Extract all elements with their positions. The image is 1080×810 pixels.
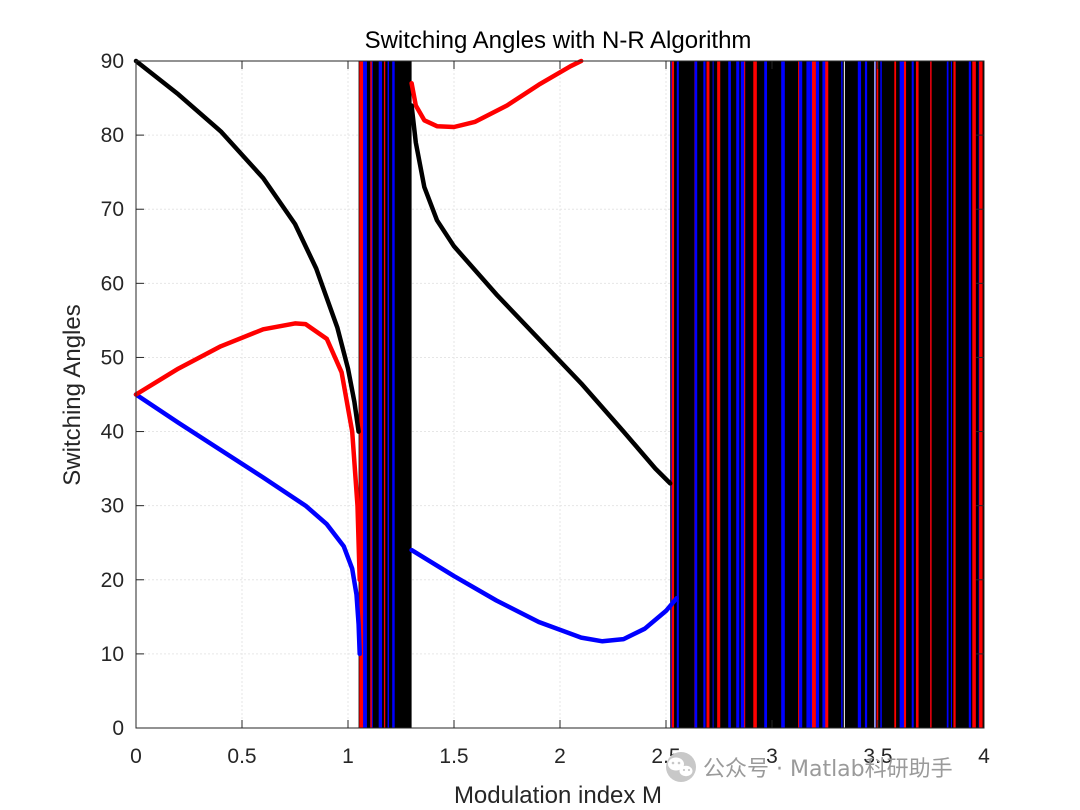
chaotic-region-layer (358, 61, 984, 728)
x-axis-ticks: 0 0.5 1 1.5 2 2.5 3 3.5 4 (130, 61, 990, 768)
y-tick-label: 20 (101, 569, 124, 592)
x-tick-label: 0.5 (227, 745, 256, 768)
y-tick-label: 30 (101, 495, 124, 518)
series-alpha1-segment-0 (133, 392, 362, 657)
series-alpha2-segment-0 (133, 321, 362, 583)
y-tick-label: 10 (101, 643, 124, 666)
x-tick-label: 3.5 (863, 745, 892, 768)
series-alpha2-segment-1 (409, 58, 584, 130)
x-tick-label: 1 (342, 745, 354, 768)
x-tick-label: 4 (978, 745, 990, 768)
y-tick-label: 50 (101, 346, 124, 369)
x-tick-label: 1.5 (439, 745, 468, 768)
y-tick-label: 70 (101, 198, 124, 221)
x-tick-label: 0 (130, 745, 142, 768)
y-tick-label: 90 (101, 50, 124, 73)
grid (136, 61, 984, 728)
x-tick-label: 3 (766, 745, 778, 768)
y-tick-label: 60 (101, 272, 124, 295)
y-axis-ticks: 0 10 20 30 40 50 60 70 80 90 (101, 50, 984, 740)
x-axis-label: Modulation index M (454, 782, 662, 809)
series-alpha3-segment-1 (409, 103, 673, 486)
watermark-text: 公众号 · Matlab科研助手 (703, 757, 953, 782)
series-alpha1-segment-1 (409, 547, 679, 644)
y-tick-label: 80 (101, 124, 124, 147)
series-layer (133, 58, 679, 657)
y-tick-label: 0 (112, 717, 124, 740)
wechat-icon (666, 752, 696, 782)
chart-title: Switching Angles with N-R Algorithm (365, 27, 752, 54)
watermark: 公众号 · Matlab科研助手 (666, 752, 953, 782)
y-axis-label: Switching Angles (59, 304, 86, 485)
x-tick-label: 2 (554, 745, 566, 768)
y-tick-label: 40 (101, 421, 124, 444)
series-alpha3-segment-0 (133, 58, 361, 434)
